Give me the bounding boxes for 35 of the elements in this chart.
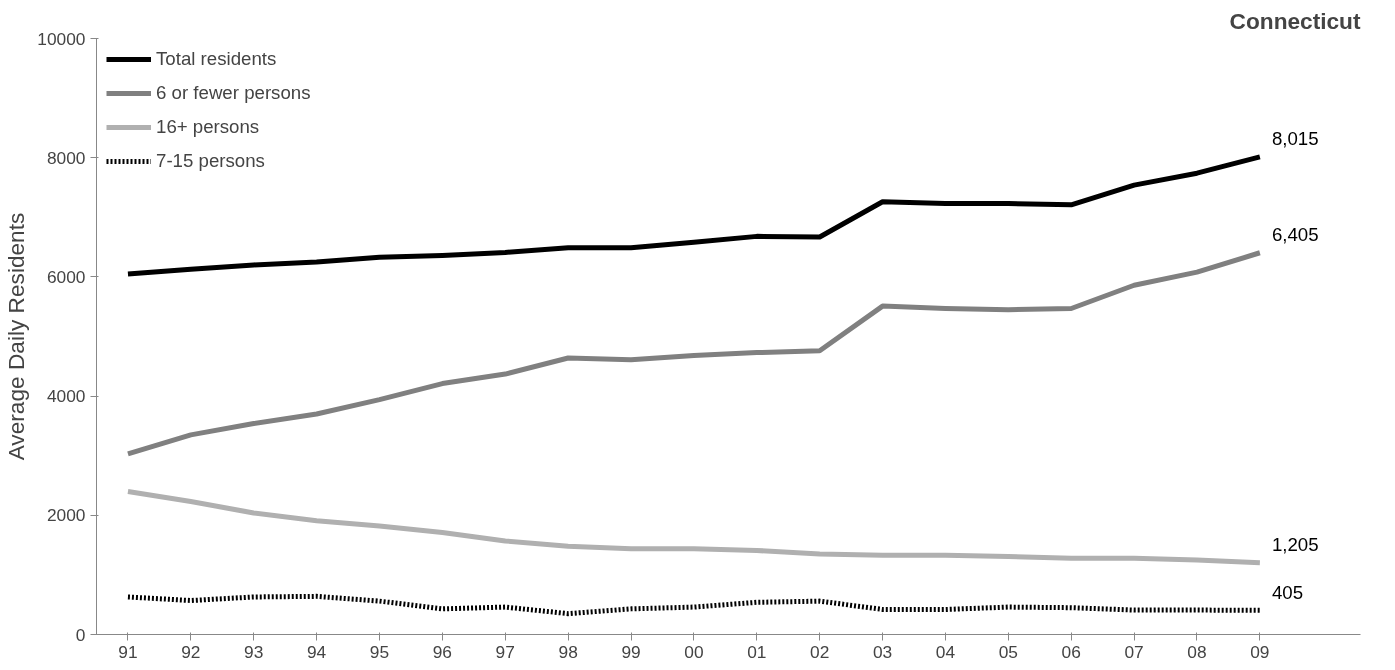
x-tick-label: 94 [306, 641, 327, 662]
x-tick-label: 03 [872, 641, 893, 662]
x-tick-label: 96 [432, 641, 453, 662]
data-label: 6,405 [1271, 224, 1319, 246]
x-tick-label: 08 [1187, 641, 1207, 662]
y-axis-title: Average Daily Residents [3, 212, 30, 461]
y-tick-label: 6000 [46, 266, 86, 287]
chart-title: Connecticut [1229, 7, 1361, 34]
x-tick-label: 00 [684, 641, 704, 662]
legend-label: 7-15 persons [156, 150, 265, 172]
y-tick-label: 10000 [37, 28, 86, 49]
legend-label: 6 or fewer persons [156, 82, 311, 104]
x-tick-label: 02 [810, 641, 830, 662]
x-tick-label: 95 [369, 641, 390, 662]
y-tick-label: 2000 [46, 505, 86, 526]
data-label: 8,015 [1271, 128, 1319, 150]
x-tick-label: 05 [998, 641, 1018, 662]
x-tick-label: 93 [244, 641, 264, 662]
data-label: 405 [1271, 581, 1304, 603]
legend-label: Total residents [156, 48, 277, 70]
legend-label: 16+ persons [156, 116, 260, 138]
x-tick-label: 07 [1124, 641, 1144, 662]
x-tick-label: 98 [558, 641, 578, 662]
x-tick-label: 01 [747, 641, 767, 662]
x-tick-label: 04 [935, 641, 956, 662]
y-tick-label: 8000 [46, 147, 86, 168]
y-tick-label: 0 [75, 624, 86, 645]
x-tick-label: 97 [495, 641, 515, 662]
data-label: 1,205 [1271, 534, 1319, 556]
x-tick-label: 09 [1250, 641, 1270, 662]
x-tick-label: 91 [118, 641, 138, 662]
x-tick-label: 92 [181, 641, 201, 662]
x-tick-label: 06 [1061, 641, 1081, 662]
x-tick-label: 99 [621, 641, 641, 662]
y-tick-label: 4000 [46, 386, 86, 407]
